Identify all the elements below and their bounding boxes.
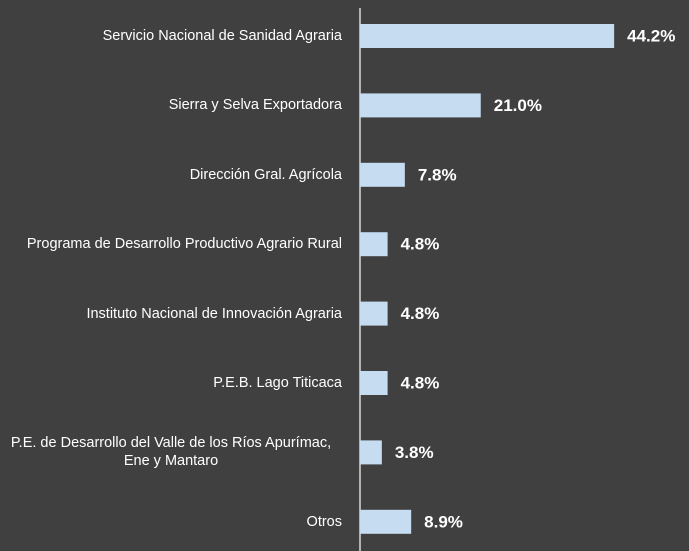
category-label: P.E. de Desarrollo del Valle de los Ríos…: [10, 435, 332, 470]
value-label: 3.8%: [395, 443, 434, 462]
bar: [360, 301, 388, 326]
category-label: Instituto Nacional de Innovación Agraria: [86, 305, 342, 322]
value-label: 7.8%: [418, 165, 457, 184]
value-label: 4.8%: [401, 235, 440, 254]
value-label: 8.9%: [424, 512, 463, 531]
bar: [360, 371, 388, 395]
category-label: Programa de Desarrollo Productivo Agrari…: [26, 236, 342, 253]
bar: [360, 509, 412, 534]
value-label: 4.8%: [401, 373, 440, 392]
bar: [360, 232, 388, 257]
value-label: 44.2%: [627, 26, 675, 45]
category-label: Dirección Gral. Agrícola: [189, 166, 342, 183]
category-label: P.E.B. Lago Titicaca: [213, 375, 342, 391]
value-label: 4.8%: [401, 304, 440, 323]
value-label: 21.0%: [494, 96, 542, 115]
category-label: Servicio Nacional de Sanidad Agraria: [102, 28, 342, 44]
bar: [360, 440, 382, 465]
category-label: Sierra y Selva Exportadora: [168, 97, 342, 114]
category-label: Otros: [306, 513, 342, 530]
bar: [360, 162, 405, 187]
bar: [360, 93, 481, 118]
bar: [360, 24, 615, 48]
